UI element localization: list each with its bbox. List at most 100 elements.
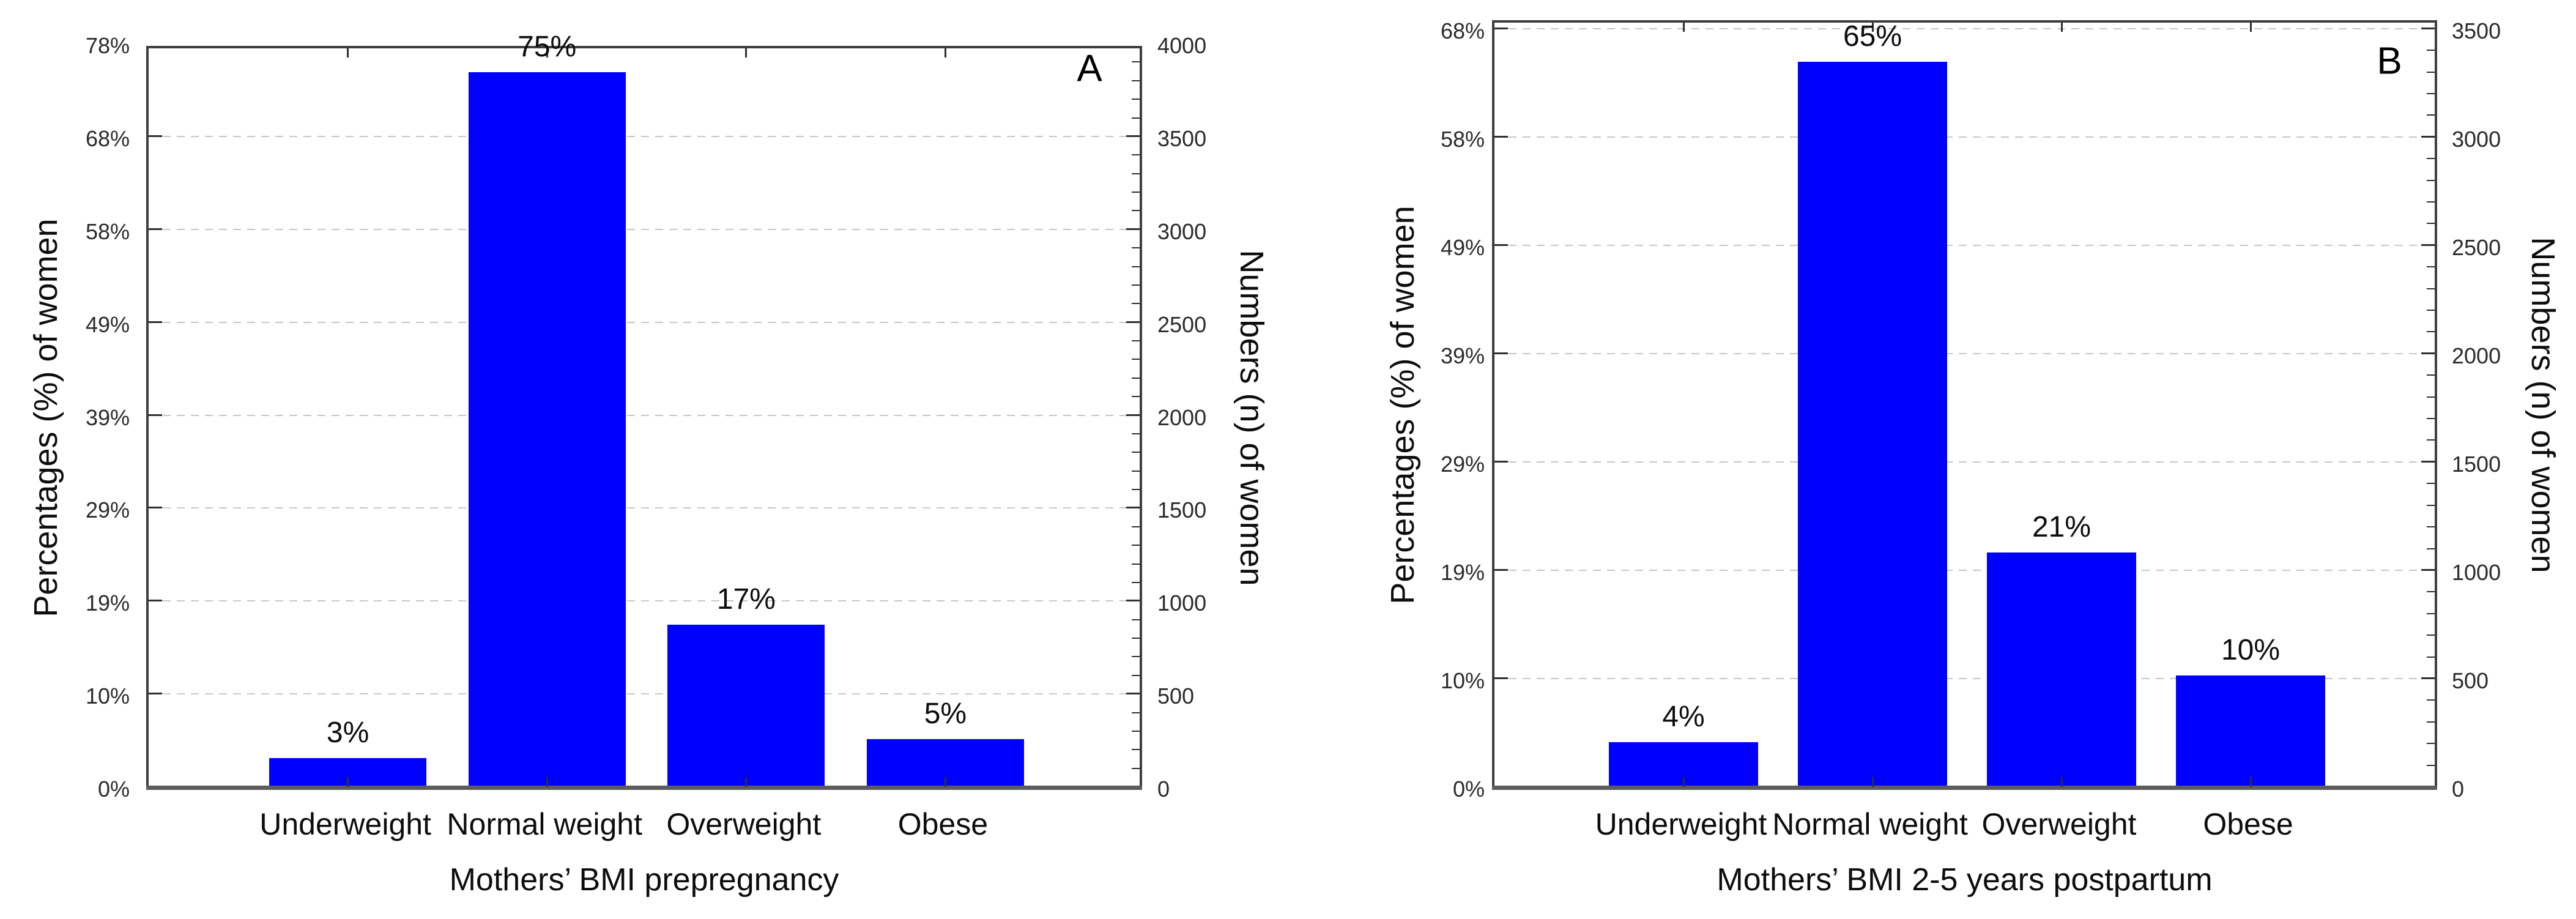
gridline (149, 507, 1140, 509)
gridline (149, 414, 1140, 416)
left-axis-tick-label: 39% (1440, 343, 1485, 368)
right-axis-minor-tick (1132, 656, 1140, 658)
right-axis-minor-tick (2427, 71, 2435, 73)
bar-normal-weight (1797, 62, 1948, 787)
right-axis-tick-label: 1500 (1157, 497, 1207, 523)
right-axis-minor-tick (2427, 764, 2435, 766)
right-axis-minor-tick (2427, 92, 2435, 94)
right-axis-tick (1126, 135, 1140, 137)
top-axis-tick (745, 48, 748, 58)
right-axis-tick (2421, 460, 2435, 463)
right-axis-tick (1126, 600, 1140, 602)
right-axis-minor-tick (2427, 526, 2435, 528)
gridline (1494, 569, 2435, 571)
bar-value-label: 17% (716, 583, 776, 616)
gridline (1494, 677, 2435, 679)
top-axis-tick (2060, 23, 2063, 32)
right-axis-minor-tick (1132, 284, 1140, 286)
right-axis-minor-tick (2427, 396, 2435, 398)
bar-value-label: 75% (518, 30, 577, 63)
right-axis-minor-tick (1132, 80, 1140, 81)
right-axis-minor-tick (1132, 638, 1140, 639)
category-label: Overweight (666, 807, 822, 841)
bar-value-label: 5% (924, 698, 967, 731)
right-axis-minor-tick (2427, 223, 2435, 225)
top-axis-tick (1682, 23, 1685, 32)
left-axis-tick-label: 68% (85, 125, 130, 151)
right-axis-minor-tick (1132, 303, 1140, 305)
right-axis-tick (1126, 228, 1140, 230)
x-axis-title: Mothers’ BMI 2-5 years postpartum (1717, 862, 2213, 898)
right-axis-minor-tick (2427, 656, 2435, 658)
gridline (149, 321, 1140, 323)
right-axis-tick-label: 0 (2452, 776, 2465, 802)
gridline (1494, 244, 2435, 246)
right-axis-minor-tick (1132, 396, 1140, 398)
right-axis-tick-label: 0 (1157, 776, 1170, 802)
bar-obese (2175, 675, 2326, 787)
category-label: Normal weight (1772, 807, 1968, 841)
right-axis-minor-tick (1132, 266, 1140, 267)
left-axis-tick-label: 58% (85, 218, 130, 244)
right-axis-tick (2421, 135, 2435, 138)
x-axis-line (1492, 786, 2437, 790)
right-axis-tick-label: 500 (1157, 683, 1195, 709)
left-axis-tick (149, 228, 162, 230)
category-label: Overweight (1981, 807, 2137, 841)
left-axis-tick (1494, 677, 1508, 679)
right-axis-minor-tick (2427, 743, 2435, 745)
left-axis-tick-label: 49% (1440, 234, 1485, 260)
plot-area: 4% 65% 21% 10% (1492, 20, 2437, 790)
right-axis-tick (1126, 693, 1140, 695)
right-axis-tick-label: 2500 (2452, 234, 2501, 260)
right-axis-tick-label: 1500 (2452, 451, 2501, 477)
right-axis-tick (2421, 244, 2435, 246)
right-axis-minor-tick (1132, 247, 1140, 249)
bottom-axis-tick (546, 777, 548, 787)
right-axis-minor-tick (1132, 526, 1140, 527)
bar-value-label: 4% (1662, 701, 1705, 734)
left-axis-tick-label: 10% (85, 683, 130, 709)
left-axis-tick-label: 78% (85, 33, 130, 58)
right-axis-minor-tick (2427, 439, 2435, 441)
left-axis-tick (149, 135, 162, 137)
bar-value-label: 10% (2221, 633, 2281, 666)
right-axis-tick (2421, 677, 2435, 679)
top-axis-tick (944, 48, 946, 58)
right-axis-minor-tick (2427, 634, 2435, 636)
top-axis-tick (1871, 23, 1874, 32)
top-axis-tick (546, 48, 548, 58)
right-axis-minor-tick (1132, 377, 1140, 379)
gridline (1494, 28, 2435, 29)
right-axis-tick (2421, 568, 2435, 571)
gridline (149, 135, 1140, 137)
right-axis-minor-tick (1132, 749, 1140, 751)
right-axis-minor-tick (1132, 674, 1140, 676)
left-axis-tick-label: 58% (1440, 126, 1485, 152)
right-axis-tick (2421, 352, 2435, 354)
right-axis-tick-label: 2500 (1157, 311, 1207, 337)
right-axis-minor-tick (1132, 173, 1140, 174)
right-axis-minor-tick (2427, 483, 2435, 485)
right-axis-minor-tick (2427, 699, 2435, 701)
right-axis-minor-tick (1132, 154, 1140, 156)
right-axis-minor-tick (1132, 581, 1140, 583)
right-axis-minor-tick (2427, 504, 2435, 506)
right-axis-minor-tick (1132, 192, 1140, 193)
right-axis-minor-tick (2427, 266, 2435, 268)
right-axis-tick-label: 500 (2452, 668, 2489, 693)
bottom-axis-tick (2249, 777, 2252, 787)
left-axis-tick (149, 693, 162, 695)
x-axis-title: Mothers’ BMI prepregnancy (449, 862, 839, 898)
right-axis-tick-label: 3000 (1157, 218, 1207, 244)
right-axis-minor-tick (1132, 470, 1140, 472)
category-label: Underweight (259, 807, 431, 841)
left-axis-tick (149, 600, 162, 602)
right-axis-minor-tick (1132, 730, 1140, 732)
x-axis-line (146, 786, 1142, 790)
bar-overweight (667, 625, 825, 787)
left-axis-tick-label: 19% (1440, 559, 1485, 585)
left-axis-tick-label: 68% (1440, 18, 1485, 43)
right-axis-tick (2421, 27, 2435, 29)
